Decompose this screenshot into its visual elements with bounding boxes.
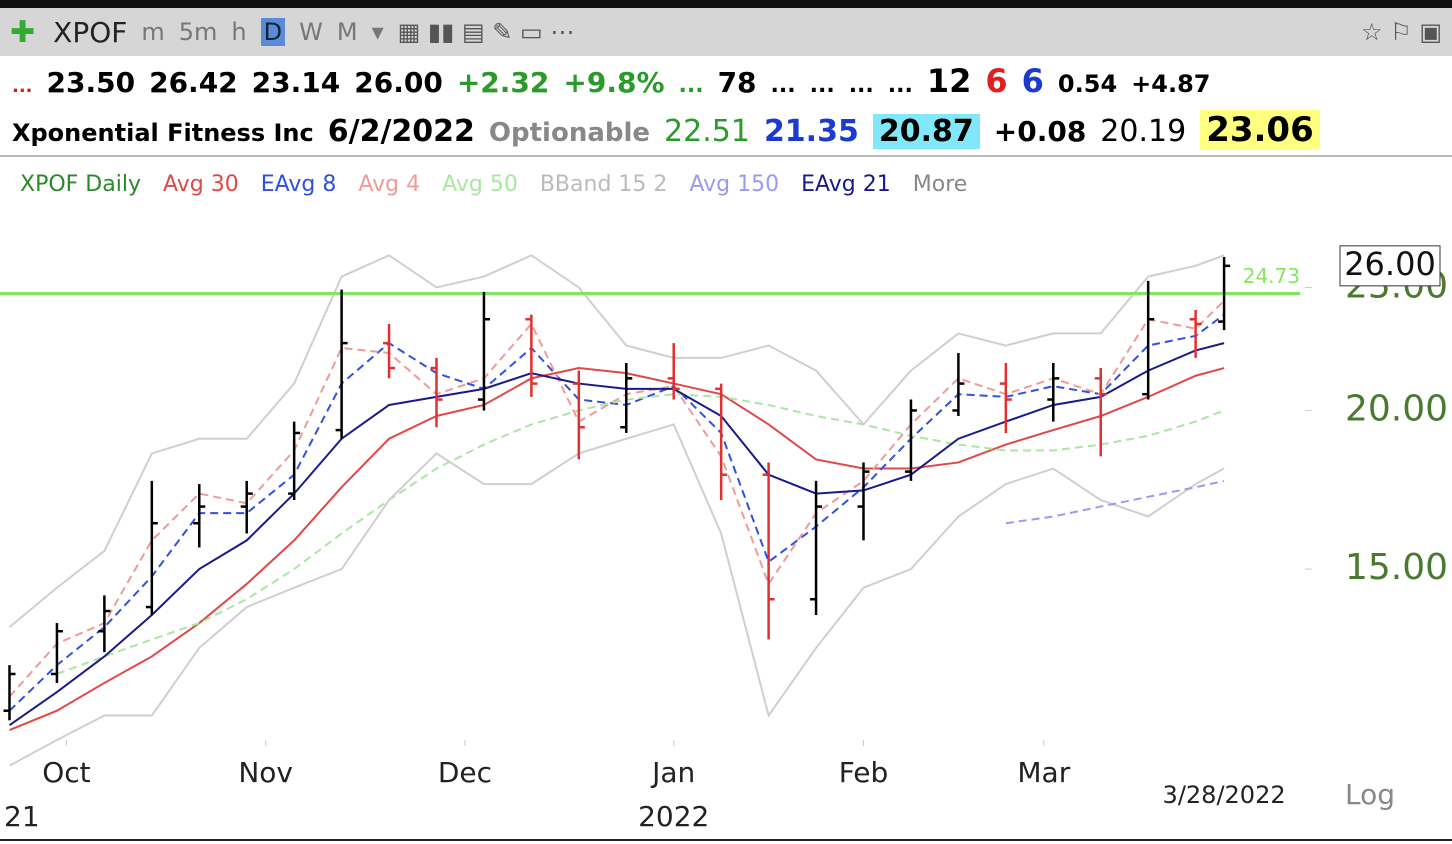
- quote-field: ...: [809, 73, 835, 98]
- y-tick-label: 20.00: [1345, 388, 1448, 429]
- scale-mode: Log: [1345, 778, 1395, 811]
- price-box: [1339, 245, 1441, 287]
- intervals: m 5m h D W M: [141, 18, 358, 46]
- interval[interactable]: W: [299, 18, 323, 46]
- quote-row-1: ... 23.50 26.42 23.14 26.00 +2.32 +9.8%... 78..…: [12, 62, 1210, 100]
- right-icons[interactable]: ☆ ⚐ ▣: [1361, 18, 1442, 46]
- level-label: 24.73: [1243, 264, 1300, 288]
- interval[interactable]: h: [231, 18, 247, 46]
- dropdown[interactable]: ▾: [371, 18, 384, 46]
- quote-field: 6/2/2022: [327, 114, 475, 149]
- legend-item[interactable]: BBand 15 2: [539, 172, 668, 197]
- quote-field: 23.14: [251, 66, 341, 99]
- symbol[interactable]: XPOF: [53, 15, 128, 49]
- legend-item[interactable]: EAvg 21: [801, 172, 891, 197]
- ma-line: [56, 393, 1225, 675]
- ma-line: [9, 367, 1225, 731]
- ma-line: [8, 300, 1225, 698]
- price-box-label: 26.00: [1344, 245, 1436, 283]
- legend-more[interactable]: More: [912, 172, 968, 197]
- quote-field: 6: [985, 62, 1008, 100]
- x-tick-label: Mar: [1017, 756, 1070, 789]
- quote-field: ...: [848, 73, 874, 98]
- quote-field: 26.00: [354, 66, 443, 99]
- legend: XPOF Daily Avg 30 EAvg 8 Avg 4 Avg 50 BBand 1…: [20, 172, 967, 197]
- x-tick-label: Oct: [42, 756, 90, 789]
- interval[interactable]: 5m: [178, 18, 218, 46]
- interval[interactable]: M: [336, 18, 358, 46]
- x-tick-label: Feb: [839, 756, 889, 789]
- quote-field: 6: [1021, 62, 1044, 100]
- quote-field: +2.32: [456, 66, 550, 99]
- quote-field: 26.42: [149, 66, 238, 99]
- legend-item[interactable]: XPOF Daily: [20, 172, 141, 197]
- quote-field: ...: [12, 76, 33, 97]
- quote-field: +9.8%: [563, 66, 665, 99]
- legend-item[interactable]: Avg 30: [162, 172, 239, 197]
- add-icon[interactable]: ✚: [10, 14, 36, 50]
- quote-field: ...: [770, 73, 796, 98]
- quote-field: +4.87: [1131, 70, 1211, 98]
- last-date: 3/28/2022: [1163, 781, 1286, 809]
- band-lower: [9, 423, 1225, 767]
- year-prev: 21: [4, 800, 40, 833]
- legend-item[interactable]: EAvg 8: [260, 172, 337, 197]
- ma-line: [1005, 479, 1225, 525]
- quote-field: 23.06: [1200, 110, 1320, 150]
- toolbar: ✚ XPOF m 5m h D W M ▾ ▦ ▮▮ ▤ ✎ ▭ ⋯ ☆ ⚐ ▣: [0, 0, 1452, 56]
- quote-field: 23.50: [46, 66, 136, 99]
- quote-row-2: Xponential Fitness Inc 6/2/2022 Optionable…: [12, 110, 1320, 150]
- quote-field: 12: [926, 62, 972, 100]
- interval[interactable]: m: [141, 18, 165, 46]
- x-tick-label: Nov: [238, 756, 293, 789]
- ma-line: [8, 254, 1225, 628]
- x-tick-label: Jan: [650, 756, 695, 789]
- y-tick-label: 15.00: [1345, 547, 1448, 588]
- quote-field: 78: [717, 66, 757, 99]
- legend-item[interactable]: Avg 150: [689, 172, 780, 197]
- legend-item[interactable]: Avg 50: [442, 172, 518, 197]
- quote-field: ...: [887, 73, 913, 98]
- quote-field: 0.54: [1057, 70, 1118, 98]
- quote-field: Xponential Fitness Inc: [12, 119, 314, 147]
- tools[interactable]: ▦ ▮▮ ▤ ✎ ▭ ⋯: [397, 18, 575, 46]
- ma-line: [8, 313, 1225, 712]
- quote-field: 22.51: [664, 114, 750, 149]
- legend-item[interactable]: Avg 4: [358, 172, 421, 197]
- quote-field: 20.19: [1100, 114, 1187, 149]
- year-label: 2022: [638, 800, 709, 833]
- quote-field: 21.35: [763, 114, 859, 149]
- quote-field: +0.08: [993, 115, 1087, 148]
- quote-field: Optionable: [488, 118, 651, 148]
- quote-field: ...: [678, 73, 704, 98]
- quote-field: 20.87: [872, 114, 980, 149]
- x-tick-label: Dec: [438, 756, 492, 789]
- separator: [0, 155, 1452, 157]
- interval[interactable]: D: [260, 18, 286, 46]
